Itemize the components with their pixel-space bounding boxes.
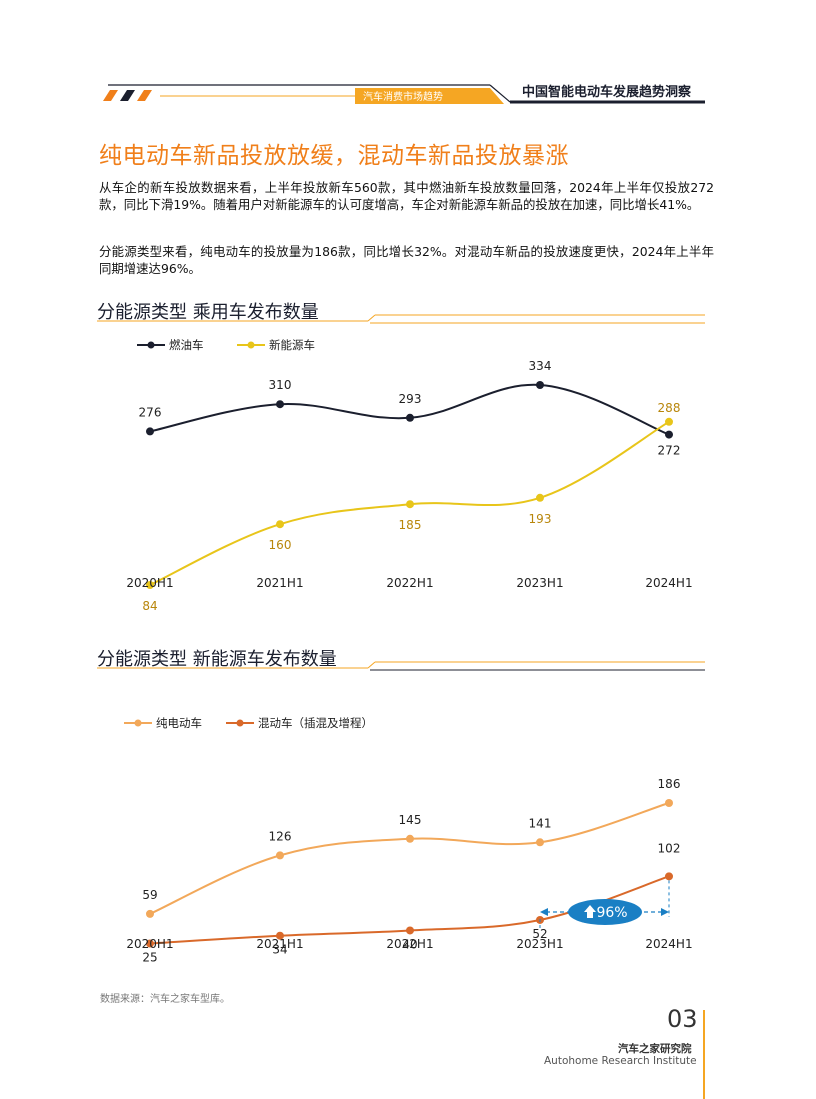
institute-name-cn: 汽车之家研究院 [618,1043,692,1055]
data-label: 334 [529,359,552,373]
page-number: 03 [667,1005,698,1033]
arrow-left-icon [540,908,548,916]
data-label: 59 [142,888,157,902]
data-point [536,838,544,847]
data-point [276,931,284,940]
chart-1: 燃油车 新能源车 276 310 293 334 272 84 160 185 193 288 2020… [97,314,705,612]
x-tick-label: 2020H1 [126,576,173,590]
data-point [536,493,544,502]
x-tick-label: 2024H1 [645,937,692,951]
legend-label: 燃油车 [169,338,204,352]
growth-value: 96% [596,905,627,921]
legend-marker [147,341,155,349]
data-point [665,872,673,881]
legend-marker [236,719,244,727]
data-label: 102 [658,841,681,855]
data-label: 34 [272,943,287,957]
data-label: 276 [139,405,162,419]
data-label: 160 [269,538,292,552]
arrow-right-icon [661,908,669,916]
x-tick-label: 2020H1 [126,937,173,951]
data-point [406,926,414,935]
x-tick-label: 2024H1 [645,576,692,590]
data-label: 141 [529,816,552,830]
data-point [665,417,673,426]
data-label: 126 [269,829,292,843]
report-title: 中国智能电动车发展趋势洞察 [522,85,692,100]
data-label: 52 [532,927,547,941]
data-label: 310 [269,378,292,392]
chart-2-title: 分能源类型 新能源车发布数量 [97,649,337,670]
data-point [146,939,154,948]
legend-marker [134,719,142,727]
data-point [146,427,154,436]
data-point [406,500,414,509]
legend-label: 纯电动车 [156,716,202,730]
page-headline: 纯电动车新品投放放缓，混动车新品投放暴涨 [99,143,569,169]
data-point [276,520,284,529]
legend-label: 新能源车 [269,338,315,352]
footer-accent-bar [703,1010,705,1099]
data-label: 84 [142,599,157,612]
up-arrow-icon [584,905,596,918]
paragraph-2: 分能源类型来看，纯电动车的投放量为186款，同比增长32%。对混动车新品的投放速… [99,244,714,276]
data-label: 193 [529,512,552,526]
page-header [0,78,816,108]
data-label: 293 [399,392,422,406]
institute-name-en: Autohome Research Institute [544,1055,697,1067]
paragraph-1: 从车企的新车投放数据来看，上半年投放新车560款，其中燃油新车投放数量回落，20… [99,180,714,212]
legend-marker [247,341,255,349]
data-point [665,799,673,807]
x-tick-label: 2023H1 [516,576,563,590]
chart-2: 纯电动车 混动车（插混及增程） 59 126 145 141 186 25 34 40 52 102 2… [97,661,705,965]
chart-1-title: 分能源类型 乘用车发布数量 [97,302,319,323]
growth-badge [568,899,642,925]
data-label: 185 [399,518,422,532]
header-decoration [103,84,705,104]
data-label: 40 [402,937,417,951]
data-label: 25 [142,951,157,965]
x-tick-label: 2023H1 [516,937,563,951]
data-label: 186 [658,777,681,791]
data-label: 272 [658,444,681,458]
data-point [146,909,154,918]
data-point [665,430,673,439]
data-label: 288 [658,401,681,415]
data-point [406,834,414,843]
section-tag: 汽车消费市场趋势 [363,92,443,103]
data-point [536,381,544,389]
x-tick-label: 2021H1 [256,937,303,951]
data-point [146,581,154,589]
data-point [406,413,414,422]
data-point [276,851,284,860]
data-label: 145 [399,813,422,827]
legend-label: 混动车（插混及增程） [258,716,373,730]
data-point [276,400,284,409]
x-tick-label: 2021H1 [256,576,303,590]
data-source: 数据来源：汽车之家车型库。 [100,994,230,1005]
x-tick-label: 2022H1 [386,576,433,590]
x-tick-label: 2022H1 [386,937,433,951]
